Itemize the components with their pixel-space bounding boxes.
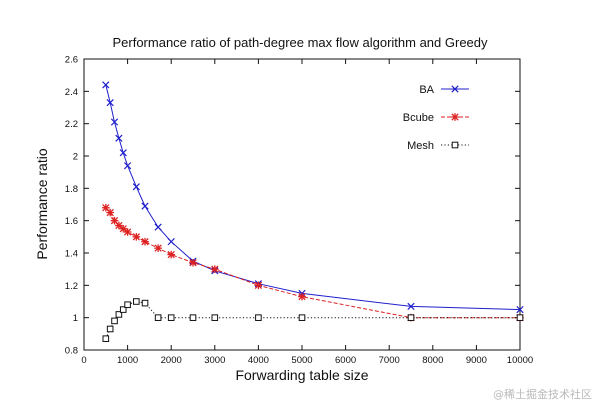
y-tick-label: 1.4 [65, 249, 78, 260]
data-point-ba [119, 149, 127, 157]
legend-label-mesh: Mesh [407, 140, 434, 152]
data-point-mesh [133, 298, 140, 305]
data-point-ba [167, 238, 175, 246]
data-point-mesh [189, 314, 197, 321]
data-point-mesh [211, 314, 219, 321]
data-point-ba [123, 162, 132, 170]
data-point-mesh [119, 306, 127, 313]
legend-label-bcube: Bcube [403, 112, 434, 124]
y-tick-label: 1.6 [65, 216, 78, 227]
data-point-bcube [106, 208, 114, 217]
series-line-mesh [105, 300, 520, 339]
series-line-bcube [105, 207, 520, 319]
data-point-mesh [255, 314, 262, 321]
x-tick-label: 3000 [204, 355, 225, 366]
data-point-mesh [516, 314, 524, 321]
y-tick-label: 2.6 [65, 55, 78, 66]
y-tick-label: 1.8 [65, 184, 78, 195]
y-tick-label: 0.8 [65, 346, 78, 357]
data-point-mesh [154, 314, 162, 321]
legend: BA Bcube Mesh [403, 84, 469, 152]
data-point-bcube [167, 250, 175, 259]
data-point-bcube [119, 224, 128, 233]
data-point-ba [154, 223, 162, 231]
x-tick-label: 10000 [507, 355, 533, 366]
data-point-bcube [132, 233, 141, 241]
data-point-ba [106, 99, 114, 107]
legend-swatch-bcube [441, 113, 469, 121]
data-point-mesh [102, 335, 110, 342]
data-point-ba [407, 302, 415, 310]
y-tick-label: 1 [73, 313, 78, 324]
data-point-mesh [167, 314, 175, 321]
x-tick-label: 9000 [466, 355, 487, 366]
series-bcube [102, 203, 524, 322]
y-tick-label: 2.2 [65, 119, 78, 130]
data-point-bcube [298, 292, 306, 301]
legend-swatch-mesh [441, 141, 469, 149]
data-point-ba [102, 81, 110, 89]
data-point-mesh [111, 317, 118, 325]
data-point-bcube [141, 237, 149, 246]
data-point-ba [132, 183, 140, 191]
data-point-mesh [124, 301, 131, 309]
x-tick-label: 1000 [117, 355, 138, 366]
data-point-bcube [123, 228, 132, 236]
series-mesh [102, 298, 524, 342]
y-axis: 0.8 1 1.2 1.4 1.6 1.8 2 2.2 2.4 2.6 [65, 55, 520, 357]
plot-frame [83, 58, 521, 351]
y-tick-label: 2.4 [65, 87, 78, 98]
x-tick-label: 8000 [422, 355, 443, 366]
x-tick-label: 6000 [335, 355, 356, 366]
chart-title: Performance ratio of path-degree max flo… [112, 35, 488, 50]
x-axis: 0 1000 2000 3000 4000 5000 6000 7000 8000 9000 100… [81, 59, 533, 366]
data-point-mesh [298, 314, 306, 321]
data-point-mesh [106, 325, 114, 333]
x-tick-label: 2000 [161, 355, 182, 366]
data-point-bcube [154, 244, 162, 252]
legend-swatch-ba [441, 85, 469, 93]
y-axis-label: Performance ratio [34, 148, 50, 259]
series-line-ba [105, 84, 521, 311]
watermark: @稀土掘金技术社区 [493, 388, 592, 401]
x-tick-label: 0 [81, 355, 86, 366]
x-tick-label: 4000 [248, 355, 269, 366]
data-point-mesh [141, 299, 149, 307]
legend-marker-bcube [451, 113, 459, 121]
data-point-mesh [115, 311, 123, 318]
x-tick-label: 5000 [291, 355, 312, 366]
legend-label-ba: BA [419, 84, 434, 96]
data-point-bcube [115, 221, 123, 230]
y-tick-label: 1.2 [65, 281, 78, 292]
x-axis-label: Forwarding table size [235, 367, 368, 383]
y-tick-label: 2 [73, 152, 78, 163]
data-point-bcube [254, 281, 263, 290]
data-point-bcube [211, 265, 219, 273]
data-point-bcube [189, 258, 197, 267]
series-ba [102, 81, 524, 314]
legend-marker-ba [451, 85, 459, 93]
data-point-mesh [407, 314, 415, 321]
x-tick-label: 7000 [379, 355, 400, 366]
series-layer [102, 81, 524, 342]
data-point-ba [115, 134, 123, 142]
data-point-ba [516, 305, 524, 314]
legend-marker-mesh [451, 141, 459, 149]
data-point-ba [110, 118, 119, 126]
data-point-ba [141, 202, 149, 210]
